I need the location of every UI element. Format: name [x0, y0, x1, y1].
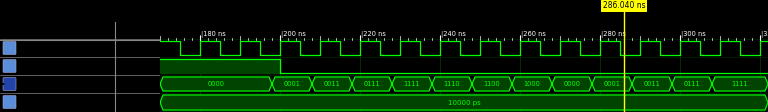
FancyBboxPatch shape	[3, 96, 16, 109]
FancyBboxPatch shape	[3, 59, 16, 72]
Polygon shape	[592, 77, 632, 91]
Text: |220 ns: |220 ns	[361, 31, 386, 38]
Polygon shape	[392, 77, 432, 91]
Polygon shape	[672, 77, 712, 91]
Polygon shape	[432, 77, 472, 91]
Polygon shape	[160, 95, 768, 110]
Text: 0111: 0111	[684, 81, 700, 87]
Polygon shape	[712, 77, 768, 91]
Text: |280 ns: |280 ns	[601, 31, 626, 38]
Text: Value: Value	[119, 27, 147, 36]
Text: 0001: 0001	[119, 80, 140, 88]
Text: 0: 0	[119, 61, 124, 70]
Text: |260 ns: |260 ns	[521, 31, 546, 38]
Text: 0011: 0011	[323, 81, 340, 87]
Text: 0011: 0011	[644, 81, 660, 87]
Text: 0001: 0001	[604, 81, 621, 87]
Text: 0001: 0001	[283, 81, 300, 87]
FancyBboxPatch shape	[3, 42, 16, 55]
Text: 1111: 1111	[404, 81, 420, 87]
Text: ck: ck	[18, 43, 28, 53]
Polygon shape	[552, 77, 592, 91]
Text: 1100: 1100	[484, 81, 501, 87]
FancyBboxPatch shape	[3, 78, 16, 90]
Text: 286.040 ns: 286.040 ns	[603, 1, 645, 10]
Bar	[0, 0, 160, 22]
Text: |180 ns: |180 ns	[201, 31, 226, 38]
Polygon shape	[352, 77, 392, 91]
Polygon shape	[312, 77, 352, 91]
Polygon shape	[160, 77, 272, 91]
Polygon shape	[512, 77, 552, 91]
Polygon shape	[272, 77, 312, 91]
Text: |200 ns: |200 ns	[281, 31, 306, 38]
Text: rst: rst	[18, 61, 29, 70]
Bar	[160, 0, 768, 22]
Text: 10000 ps: 10000 ps	[119, 98, 157, 107]
Text: |240 ns: |240 ns	[441, 31, 466, 38]
Text: |320 ns: |320 ns	[761, 31, 768, 38]
Text: Name: Name	[4, 27, 33, 36]
Text: |300 ns: |300 ns	[681, 31, 706, 38]
Polygon shape	[472, 77, 512, 91]
Text: 0000: 0000	[564, 81, 581, 87]
Text: clk_period: clk_period	[18, 98, 61, 107]
Text: 1110: 1110	[444, 81, 460, 87]
Text: 0111: 0111	[364, 81, 380, 87]
Polygon shape	[632, 77, 672, 91]
Text: 1: 1	[119, 43, 124, 53]
Text: 1000: 1000	[524, 81, 541, 87]
Text: 0000: 0000	[207, 81, 224, 87]
Text: 1111: 1111	[732, 81, 748, 87]
Text: q[3:0]: q[3:0]	[18, 80, 43, 88]
Text: 10000 ps: 10000 ps	[448, 99, 480, 106]
